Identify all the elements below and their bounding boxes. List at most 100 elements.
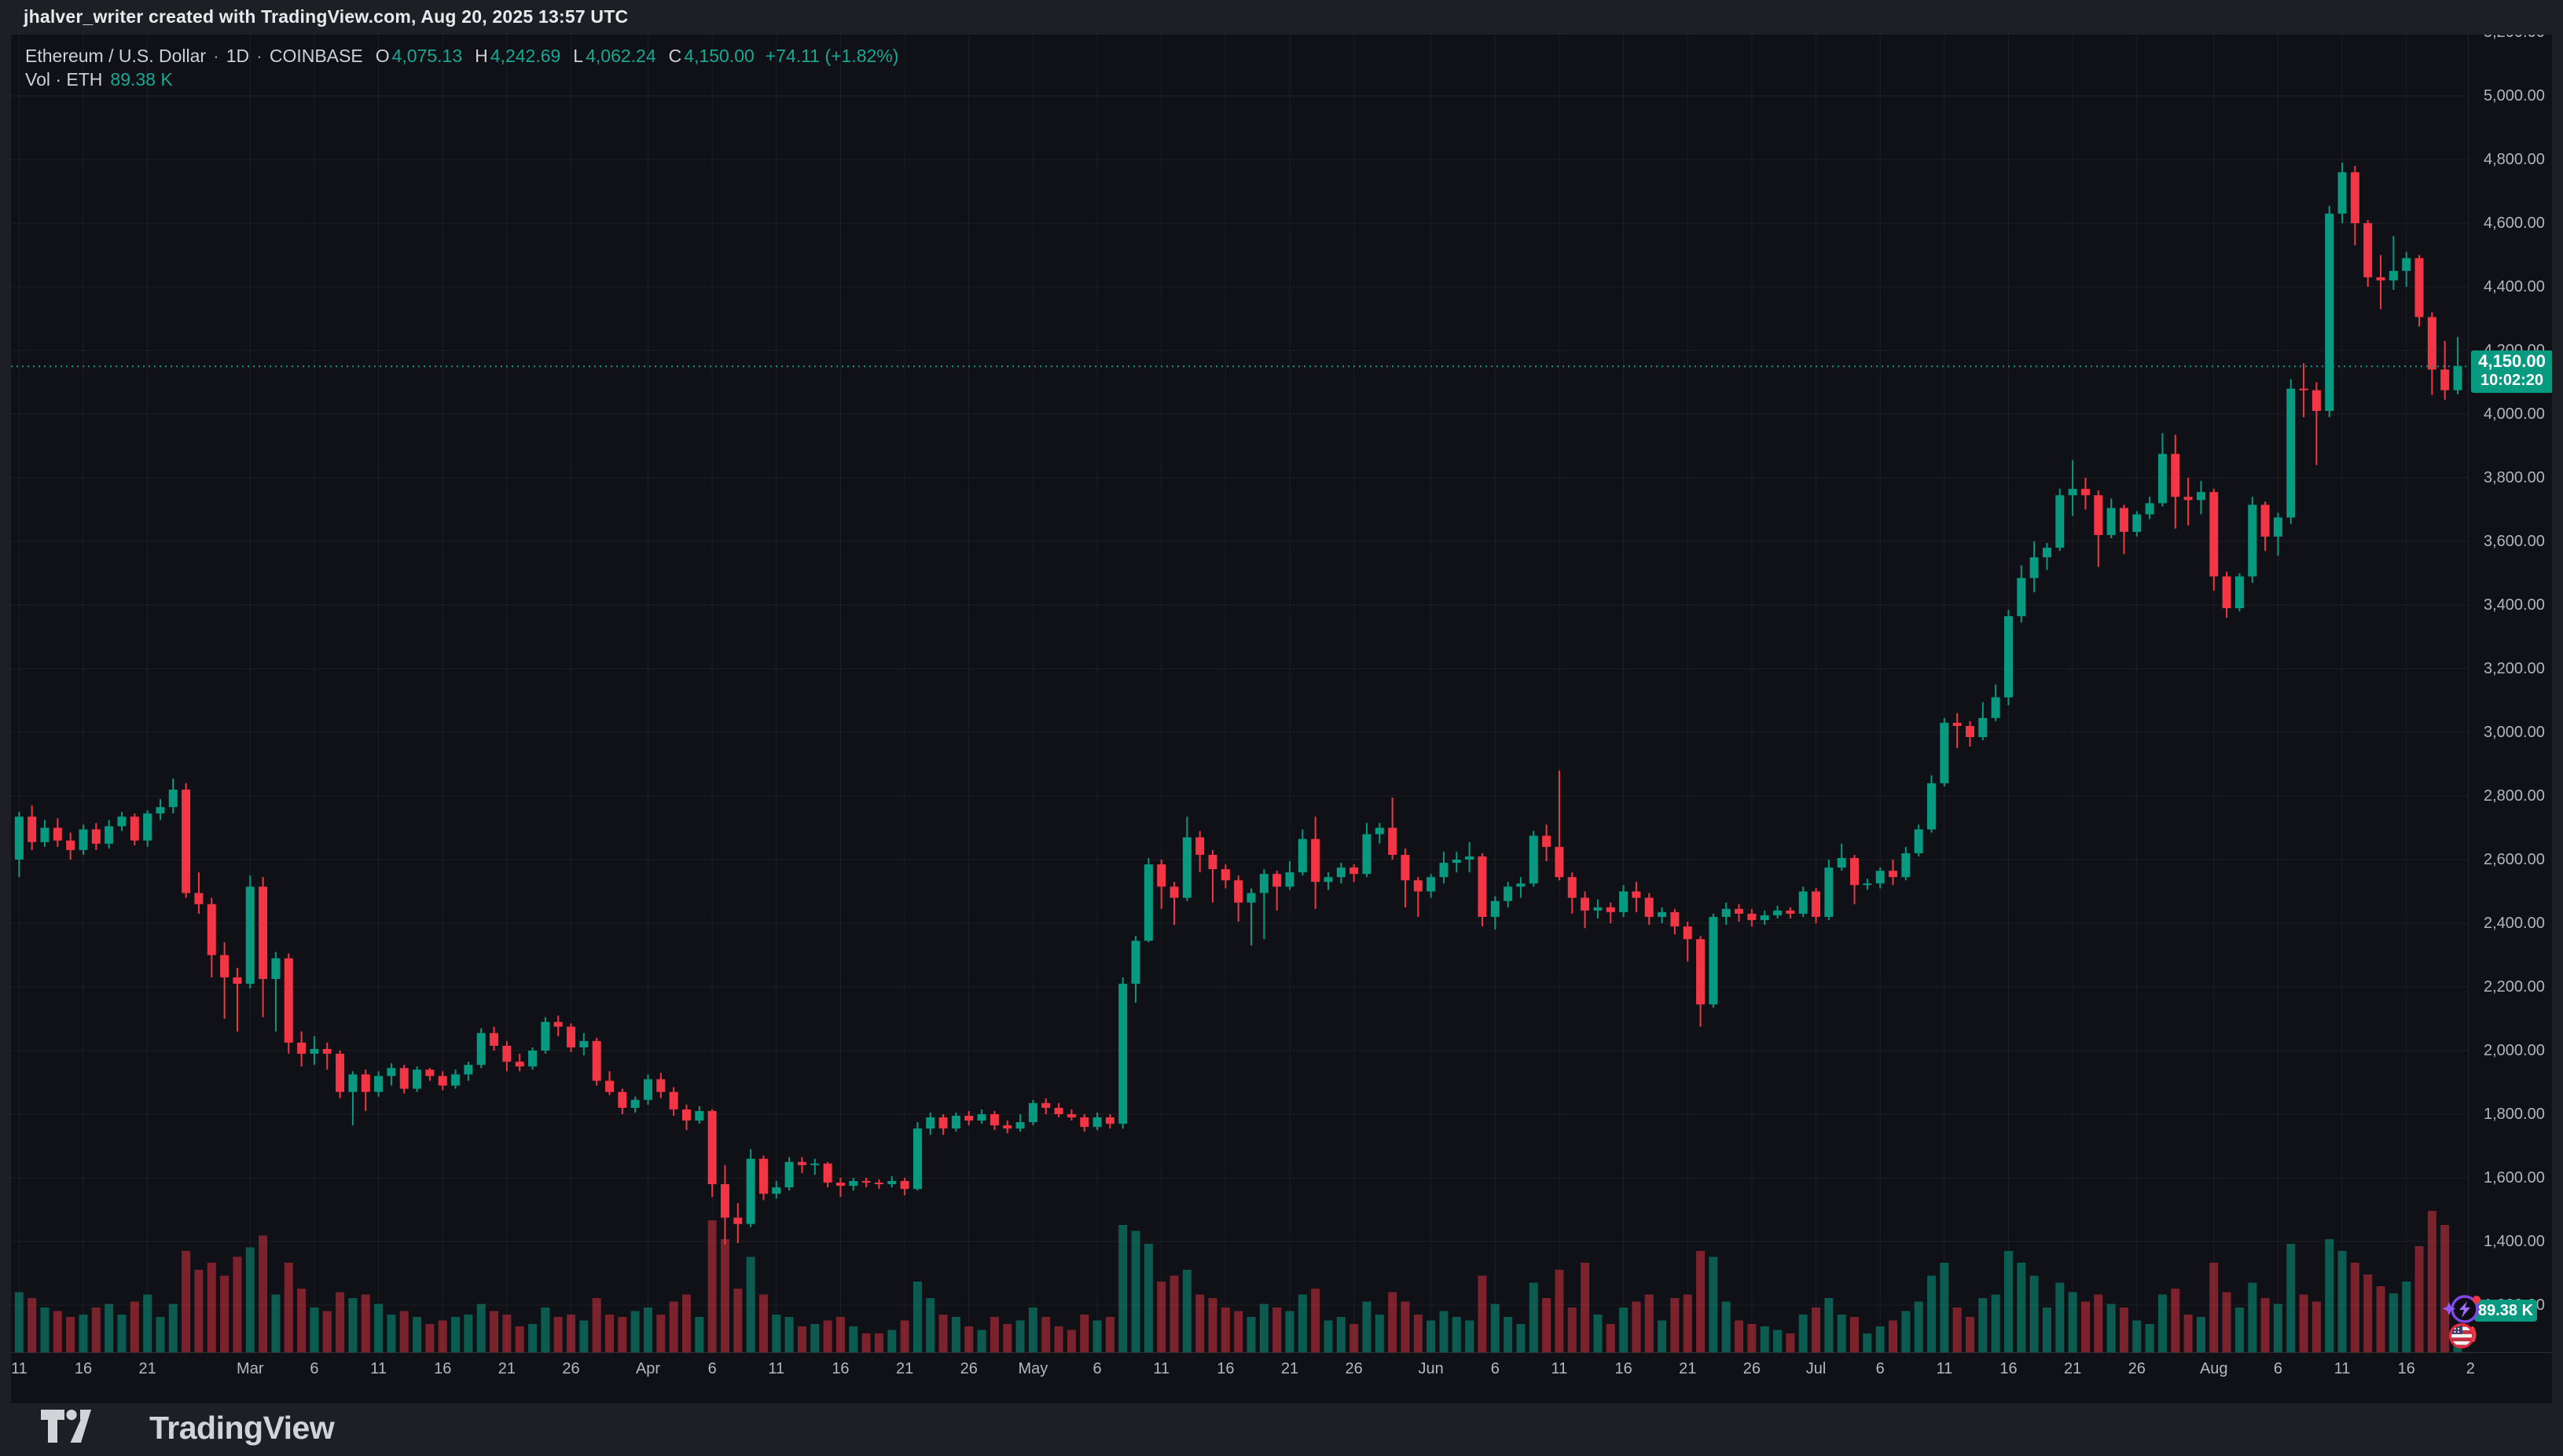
time-tick-label[interactable]: 11 xyxy=(1936,1360,1953,1377)
price-tick-label[interactable]: 3,200.00 xyxy=(2484,660,2545,677)
time-tick-label[interactable]: 6 xyxy=(707,1360,717,1377)
price-tick-label[interactable]: 4,600.00 xyxy=(2484,215,2545,232)
lightning-event-icon[interactable] xyxy=(2438,1283,2490,1333)
candle-body xyxy=(1362,834,1371,875)
candle-body xyxy=(182,789,191,893)
time-tick-label[interactable]: Mar xyxy=(237,1360,264,1377)
time-tick-label[interactable]: 16 xyxy=(1614,1360,1632,1377)
price-tick-label[interactable]: 3,400.00 xyxy=(2484,596,2545,614)
price-tick-label[interactable]: 3,800.00 xyxy=(2484,469,2545,486)
volume-bar xyxy=(605,1315,615,1352)
price-tick-label[interactable]: 4,000.00 xyxy=(2484,405,2545,423)
candle-body xyxy=(2055,495,2065,548)
time-tick-label[interactable]: 21 xyxy=(1679,1360,1697,1377)
candle-body xyxy=(758,1158,768,1194)
volume-bar xyxy=(91,1307,101,1352)
time-tick-label[interactable]: 2 xyxy=(2466,1360,2475,1377)
candle-body xyxy=(681,1109,691,1121)
legend-exchange[interactable]: COINBASE xyxy=(269,46,363,66)
candle-body xyxy=(1092,1117,1102,1128)
time-tick-label[interactable]: 26 xyxy=(1742,1360,1761,1377)
candle-body xyxy=(1889,871,1898,878)
legend-symbol[interactable]: Ethereum / U.S. Dollar xyxy=(25,46,207,66)
time-tick-label[interactable]: 11 xyxy=(370,1360,387,1377)
candle-body xyxy=(2080,489,2090,496)
price-tick-label[interactable]: 2,200.00 xyxy=(2484,978,2545,996)
time-tick-label[interactable]: 16 xyxy=(2397,1360,2415,1377)
time-tick-label[interactable]: 21 xyxy=(2064,1360,2082,1377)
price-tick-label[interactable]: 2,400.00 xyxy=(2484,915,2545,932)
candle-body xyxy=(1709,916,1718,1005)
legend-row-main: Ethereum / U.S. Dollar · 1D · COINBASE O 4,075… xyxy=(25,46,899,66)
tradingview-logo[interactable]: TradingView xyxy=(41,1410,335,1446)
price-tick-label[interactable]: 5,200.00 xyxy=(2484,35,2552,42)
tradingview-logo-icon xyxy=(41,1410,91,1443)
time-tick-label[interactable]: 16 xyxy=(74,1360,93,1377)
time-tick-label[interactable]: 11 xyxy=(2334,1360,2351,1377)
time-tick-label[interactable]: Jun xyxy=(1418,1360,1444,1377)
time-tick-label[interactable]: 21 xyxy=(895,1360,914,1377)
time-tick-label[interactable]: 11 xyxy=(1153,1360,1170,1377)
time-tick-label[interactable]: 11 xyxy=(1551,1360,1568,1377)
time-tick-label[interactable]: 16 xyxy=(434,1360,452,1377)
time-tick-label[interactable]: Aug xyxy=(2199,1360,2228,1377)
time-tick-label[interactable]: 16 xyxy=(832,1360,850,1377)
time-tick-label[interactable]: 16 xyxy=(1999,1360,2018,1377)
time-tick-label[interactable]: 26 xyxy=(1345,1360,1363,1377)
attribution-text: jhalver_writer created with TradingView.… xyxy=(24,6,629,27)
price-tick-label[interactable]: 1,800.00 xyxy=(2484,1106,2545,1123)
price-tick-label[interactable]: 1,400.00 xyxy=(2484,1233,2545,1250)
time-tick-label[interactable]: 26 xyxy=(2128,1360,2146,1377)
price-tick-label[interactable]: 5,000.00 xyxy=(2484,87,2545,105)
candle-body xyxy=(117,816,127,827)
candle-body xyxy=(1696,939,1706,1005)
volume-bar xyxy=(1606,1324,1615,1352)
candle-body xyxy=(1735,908,1744,914)
volume-bar xyxy=(2145,1324,2154,1352)
volume-bar xyxy=(2196,1317,2205,1352)
time-tick-label[interactable]: 6 xyxy=(310,1360,319,1377)
volume-study-label[interactable]: Vol · ETH xyxy=(25,69,103,90)
time-tick-label[interactable]: 21 xyxy=(498,1360,516,1377)
price-tick-label[interactable]: 2,800.00 xyxy=(2484,787,2545,805)
time-tick-label[interactable]: 26 xyxy=(562,1360,580,1377)
ohlc-close-value: 4,150.00 xyxy=(684,46,755,66)
time-tick-label[interactable]: 6 xyxy=(1490,1360,1500,1377)
candle-body xyxy=(695,1110,704,1121)
candle-body xyxy=(1632,891,1641,898)
time-axis-border xyxy=(11,1352,2552,1353)
volume-bar xyxy=(194,1270,204,1352)
us-flag-event-icon[interactable] xyxy=(2440,1314,2484,1358)
price-tick-label[interactable]: 2,600.00 xyxy=(2484,851,2545,868)
price-tick-label[interactable]: 2,000.00 xyxy=(2484,1042,2545,1059)
time-tick-label[interactable]: May xyxy=(1018,1360,1048,1377)
volume-bar xyxy=(2119,1307,2128,1352)
candle-body xyxy=(1028,1102,1037,1123)
volume-bar xyxy=(1516,1324,1526,1352)
candlestick-chart-surface[interactable] xyxy=(11,35,2552,1403)
volume-bar xyxy=(1978,1298,1988,1352)
volume-bar xyxy=(464,1315,473,1352)
volume-bar xyxy=(105,1304,114,1352)
price-tick-label[interactable]: 4,800.00 xyxy=(2484,151,2545,168)
time-tick-label[interactable]: 6 xyxy=(2273,1360,2282,1377)
time-tick-label[interactable]: 11 xyxy=(768,1360,785,1377)
symbol-legend[interactable]: Ethereum / U.S. Dollar · 1D · COINBASE O 4,075… xyxy=(25,44,898,91)
time-tick-label[interactable]: 21 xyxy=(138,1360,156,1377)
price-tick-label[interactable]: 3,600.00 xyxy=(2484,533,2545,550)
time-tick-label[interactable]: 11 xyxy=(11,1360,28,1377)
price-tick-label[interactable]: 3,000.00 xyxy=(2484,724,2545,741)
legend-interval[interactable]: 1D xyxy=(226,46,250,66)
volume-bar xyxy=(2106,1304,2116,1352)
price-tick-label[interactable]: 4,400.00 xyxy=(2484,278,2545,295)
time-tick-label[interactable]: 16 xyxy=(1217,1360,1235,1377)
price-tick-label[interactable]: 1,600.00 xyxy=(2484,1169,2545,1186)
candle-body xyxy=(1272,874,1282,887)
time-tick-label[interactable]: 6 xyxy=(1875,1360,1885,1377)
time-tick-label[interactable]: Jul xyxy=(1805,1360,1827,1377)
time-tick-label[interactable]: 26 xyxy=(960,1360,978,1377)
time-tick-label[interactable]: Apr xyxy=(635,1360,661,1377)
candle-body xyxy=(490,1032,499,1046)
time-tick-label[interactable]: 21 xyxy=(1280,1360,1299,1377)
time-tick-label[interactable]: 6 xyxy=(1092,1360,1102,1377)
